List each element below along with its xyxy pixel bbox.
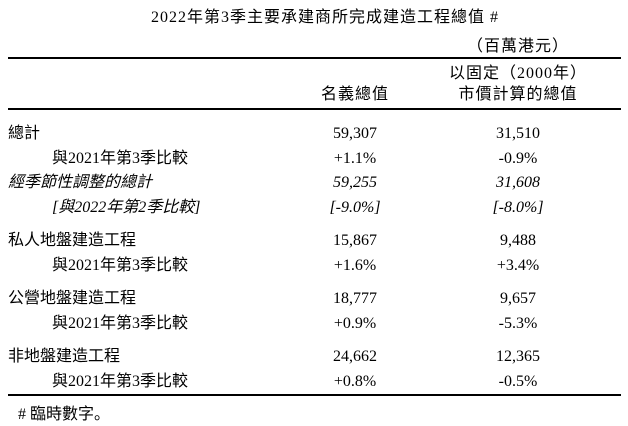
table-top-rule <box>8 57 621 59</box>
table-row-seasonally-adjusted-total: 經季節性調整的總計 59,255 31,608 <box>8 171 621 196</box>
fixed-price-value: +3.4% <box>496 256 540 274</box>
nominal-value: +0.8% <box>333 372 377 390</box>
table-body: 總計 59,307 31,510 與2021年第3季比較 +1.1% -0.9%… <box>8 110 621 394</box>
nominal-value: +1.6% <box>333 256 377 274</box>
column-header-row: 名義總值 以固定（2000年） 市價計算的總值 <box>8 59 621 108</box>
fixed-price-value: -5.3% <box>498 314 538 332</box>
table-row-seasonally-adjusted-qoq: [與2022年第2季比較] [-9.0%] [-8.0%] <box>8 196 621 221</box>
nominal-value: 59,307 <box>333 125 377 142</box>
column-header-fixed: 以固定（2000年） 市價計算的總值 <box>415 63 621 105</box>
row-label: 與2021年第3季比較 <box>52 256 189 274</box>
construction-output-table: （百萬港元） 名義總值 以固定（2000年） 市價計算的總值 總計 59,307… <box>8 37 621 424</box>
row-label: 與2021年第3季比較 <box>52 314 189 332</box>
row-label: 私人地盤建造工程 <box>8 232 137 249</box>
row-label: 與2021年第3季比較 <box>52 149 189 167</box>
row-label: 與2021年第3季比較 <box>52 372 189 390</box>
row-label: 非地盤建造工程 <box>8 348 121 365</box>
column-header-fixed-line1: 以固定（2000年） <box>448 65 587 82</box>
row-label: [與2022年第2季比較] <box>52 198 201 216</box>
table-row-public-sites-yoy: 與2021年第3季比較 +0.9% -5.3% <box>8 312 621 337</box>
fixed-price-value: 9,657 <box>500 290 536 307</box>
fixed-price-value: 31,510 <box>496 125 540 142</box>
row-label: 公營地盤建造工程 <box>8 290 137 307</box>
table-row-private-sites-yoy: 與2021年第3季比較 +1.6% +3.4% <box>8 254 621 279</box>
provisional-figures-footnote: # 臨時數字。 <box>18 406 111 423</box>
column-header-nominal: 名義總值 <box>320 86 389 103</box>
nominal-value: +1.1% <box>333 149 377 167</box>
fixed-price-value: [-8.0%] <box>492 198 544 216</box>
row-label: 總計 <box>8 125 41 142</box>
table-row-non-site-yoy: 與2021年第3季比較 +0.8% -0.5% <box>8 370 621 395</box>
page-title: 2022年第3季主要承建商所完成建造工程總值 # <box>150 9 499 26</box>
column-header-fixed-line2: 市價計算的總值 <box>458 86 578 103</box>
table-row-total-yoy: 與2021年第3季比較 +1.1% -0.9% <box>8 147 621 172</box>
table-row-non-site: 非地盤建造工程 24,662 12,365 <box>8 345 621 370</box>
nominal-value: 18,777 <box>333 290 377 307</box>
row-label: 經季節性調整的總計 <box>8 174 153 191</box>
table-row-total: 總計 59,307 31,510 <box>8 122 621 147</box>
nominal-value: 59,255 <box>333 174 377 191</box>
table-row-public-sites: 公營地盤建造工程 18,777 9,657 <box>8 287 621 312</box>
table-row-private-sites: 私人地盤建造工程 15,867 9,488 <box>8 229 621 254</box>
nominal-value: +0.9% <box>333 314 377 332</box>
fixed-price-value: 9,488 <box>500 232 536 249</box>
fixed-price-value: -0.5% <box>498 372 538 390</box>
nominal-value: 24,662 <box>333 348 377 365</box>
unit-note-row: （百萬港元） <box>8 37 621 57</box>
nominal-value: [-9.0%] <box>329 198 381 216</box>
fixed-price-value: -0.9% <box>498 149 538 167</box>
fixed-price-value: 31,608 <box>496 174 540 191</box>
unit-note: （百萬港元） <box>466 38 569 55</box>
table-bottom-rule <box>8 394 621 396</box>
nominal-value: 15,867 <box>333 232 377 249</box>
header-divider-rule <box>8 108 621 110</box>
fixed-price-value: 12,365 <box>496 348 540 365</box>
